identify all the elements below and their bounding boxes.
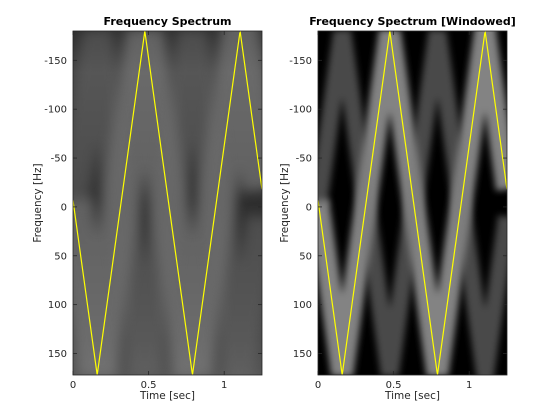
axes-box: [72, 30, 263, 376]
y-tick-label: 100: [48, 300, 67, 311]
y-tick-label: 150: [48, 349, 67, 360]
y-tick-label: 0: [61, 202, 67, 213]
y-tick-label: -150: [289, 56, 312, 67]
y-tick-label: 100: [293, 300, 312, 311]
x-tick-label: 0.5: [386, 380, 402, 391]
x-tick-label: 0.5: [141, 380, 157, 391]
spectrum-alias-band: [318, 31, 507, 375]
axes-box: [317, 30, 508, 376]
y-tick-label: -50: [296, 154, 312, 165]
panel-spectrum: Frequency Spectrum 0 0.5 1 -150 -100 -50 0 50 10…: [32, 15, 263, 402]
x-tick-label: 1: [221, 380, 227, 391]
y-tick-label: -100: [289, 105, 312, 116]
x-tick-label: 1: [466, 380, 472, 391]
frequency-overlay-line: [318, 31, 507, 375]
spectrum-alias-band: [73, 31, 262, 375]
y-tick-label: 150: [293, 349, 312, 360]
x-axis-label: Time [sec]: [139, 390, 195, 402]
axis-ticks: 0 0.5 1 -150 -100 -50 0 50 100 150: [289, 31, 507, 391]
panel-spectrum-windowed: Frequency Spectrum [Windowed] 0 0.5 1 -150 -…: [279, 15, 516, 402]
chart-title: Frequency Spectrum [Windowed]: [309, 15, 516, 28]
chart-title: Frequency Spectrum: [104, 15, 232, 28]
y-tick-label: 0: [306, 202, 312, 213]
y-axis-label: Frequency [Hz]: [279, 163, 291, 242]
y-tick-label: 50: [299, 251, 312, 262]
x-tick-label: 0: [70, 380, 76, 391]
y-tick-label: 50: [54, 251, 67, 262]
x-axis-label: Time [sec]: [384, 390, 440, 402]
spectrogram-image: [73, 31, 262, 375]
axis-ticks: 0 0.5 1 -150 -100 -50 0 50 100 150: [44, 31, 262, 391]
y-axis-label: Frequency [Hz]: [32, 163, 44, 242]
frequency-overlay-line: [73, 31, 262, 375]
y-tick-label: -50: [51, 154, 67, 165]
x-tick-label: 0: [315, 380, 321, 391]
y-tick-label: -150: [44, 56, 67, 67]
y-tick-label: -100: [44, 105, 67, 116]
